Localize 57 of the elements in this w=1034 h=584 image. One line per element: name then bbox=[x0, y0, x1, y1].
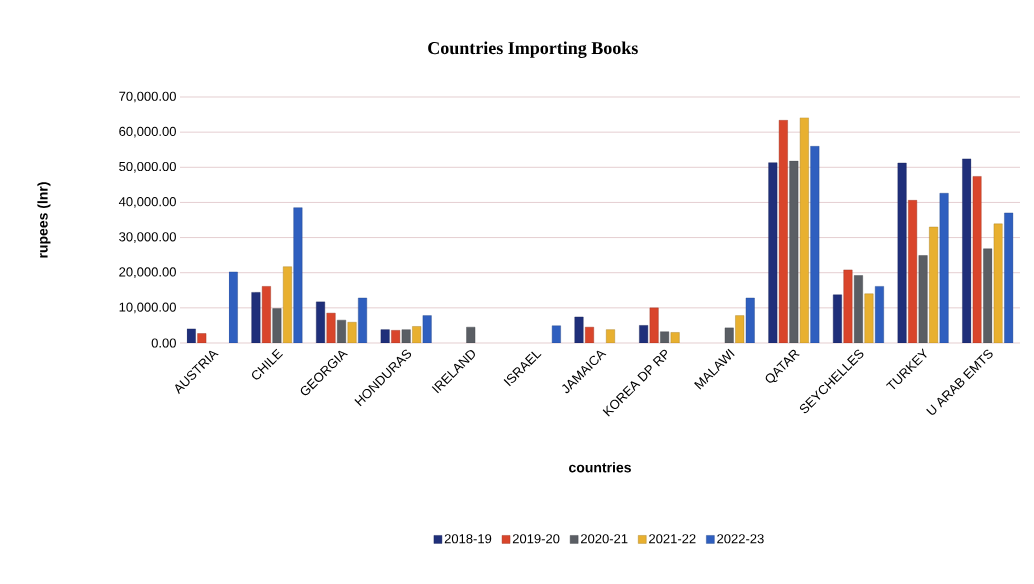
bar bbox=[551, 325, 561, 343]
x-axis-title: countries bbox=[569, 462, 631, 473]
bar bbox=[1004, 212, 1014, 343]
bar bbox=[833, 294, 842, 343]
bar bbox=[186, 328, 196, 343]
bar bbox=[401, 329, 411, 343]
bar bbox=[789, 160, 799, 343]
y-tick-label: 20,000.00 bbox=[119, 267, 176, 279]
bar bbox=[358, 297, 367, 343]
bar bbox=[897, 162, 907, 343]
chart-title: Countries Importing Books bbox=[428, 41, 638, 58]
legend-label: 2018-19 bbox=[444, 534, 492, 544]
bar bbox=[983, 248, 993, 343]
y-tick-label: 70,000.00 bbox=[119, 91, 176, 103]
bar bbox=[197, 333, 207, 343]
legend-label: 2019-20 bbox=[512, 534, 560, 544]
bar bbox=[724, 327, 734, 343]
bar bbox=[962, 158, 972, 343]
bar bbox=[939, 193, 949, 343]
bar bbox=[261, 286, 271, 343]
bar bbox=[251, 292, 261, 343]
y-tick-label: 30,000.00 bbox=[119, 232, 176, 243]
bar bbox=[745, 297, 755, 343]
y-tick-label: 40,000.00 bbox=[118, 197, 176, 208]
y-tick-label: 10,000.00 bbox=[119, 302, 176, 314]
bar bbox=[778, 119, 788, 343]
bar bbox=[660, 331, 670, 343]
bar bbox=[854, 275, 863, 343]
bar bbox=[228, 271, 238, 343]
bar bbox=[649, 307, 659, 343]
bar bbox=[293, 207, 303, 343]
bar bbox=[875, 286, 884, 343]
bar bbox=[422, 315, 432, 343]
bar bbox=[972, 176, 982, 343]
bar bbox=[316, 301, 325, 343]
bar bbox=[272, 308, 282, 343]
bar bbox=[918, 255, 928, 343]
bar bbox=[843, 269, 853, 343]
y-tick-label: 0.00 bbox=[151, 338, 176, 348]
bar bbox=[864, 293, 874, 343]
bar bbox=[380, 329, 390, 343]
y-tick-label: 60,000.00 bbox=[119, 126, 176, 138]
bar bbox=[908, 200, 918, 343]
bar bbox=[337, 319, 346, 343]
bar bbox=[639, 325, 649, 343]
bar bbox=[810, 146, 820, 343]
bar bbox=[326, 312, 336, 343]
bar bbox=[768, 162, 778, 343]
legend-label: 2021-22 bbox=[649, 534, 696, 544]
bar bbox=[391, 330, 401, 343]
y-tick-label: 50,000.00 bbox=[119, 161, 176, 173]
bar bbox=[466, 326, 476, 343]
legend-label: 2022-23 bbox=[717, 534, 764, 544]
legend-label: 2020-21 bbox=[581, 534, 628, 544]
bar bbox=[574, 316, 584, 343]
y-axis-title: rupees (lnr) bbox=[37, 182, 51, 258]
bar bbox=[585, 326, 594, 343]
